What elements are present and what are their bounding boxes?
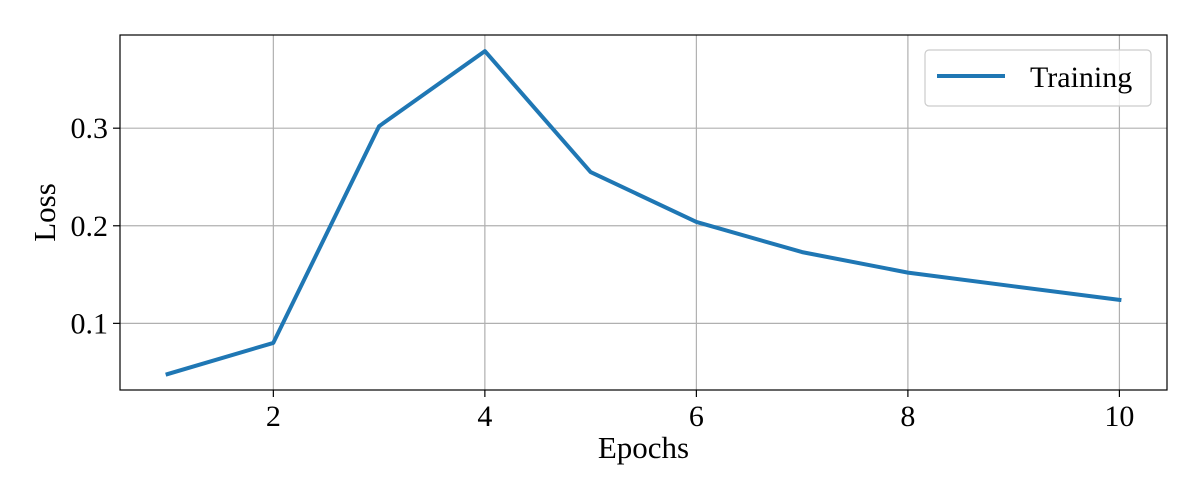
- x-tick-label: 10: [1104, 400, 1134, 433]
- y-tick-label: 0.2: [71, 210, 109, 243]
- x-tick-label: 2: [266, 400, 281, 433]
- series-layer: [165, 49, 1122, 377]
- plot-frame: [119, 34, 1168, 391]
- y-tick-label: 0.1: [71, 307, 109, 340]
- x-axis-label: Epochs: [598, 430, 689, 465]
- legend: Training: [924, 49, 1152, 107]
- grid: [120, 35, 1167, 390]
- legend-label-training: Training: [1030, 61, 1132, 94]
- x-tick-label: 6: [689, 400, 704, 433]
- ticks: 2 4 6 8 10 0.1 0.2 0.3: [71, 112, 1135, 433]
- x-tick-label: 8: [900, 400, 915, 433]
- series-line-training: [165, 49, 1122, 377]
- legend-box: [924, 49, 1152, 107]
- y-axis-label: Loss: [27, 183, 62, 242]
- x-tick-label: 4: [477, 400, 492, 433]
- y-tick-label: 0.3: [71, 112, 109, 145]
